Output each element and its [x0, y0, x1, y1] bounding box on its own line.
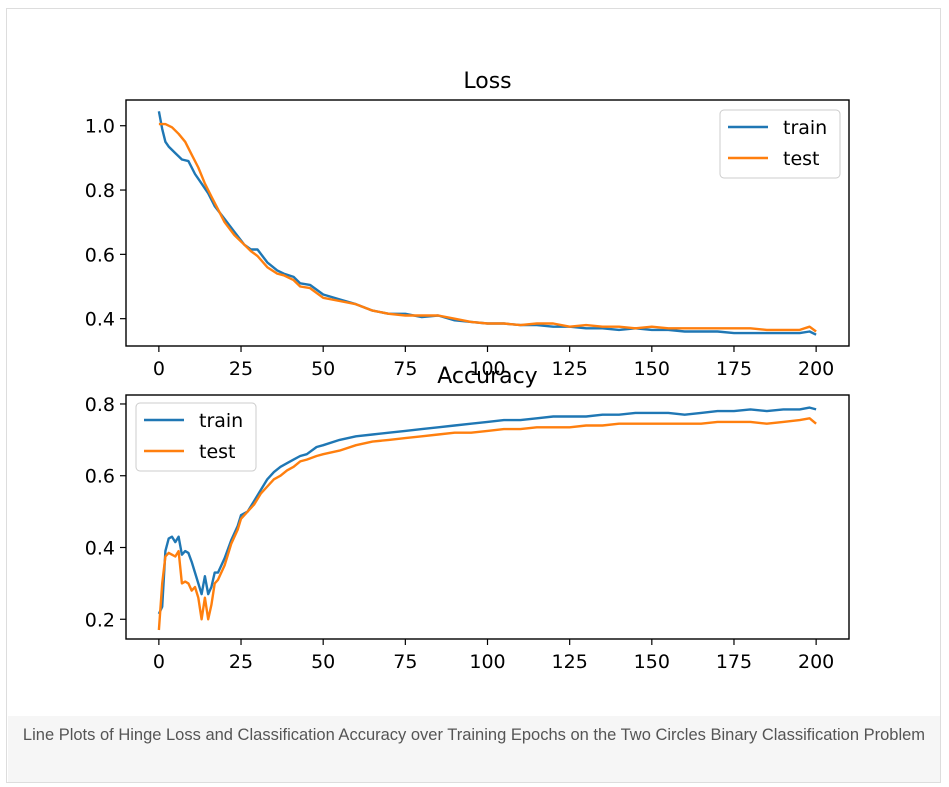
figure-svg: Loss 0 25 50 75 100 125 150 175 200 0.4 0.6 0.8 1.0 tr…	[85, 69, 850, 673]
loss-legend-label-test: test	[783, 148, 820, 170]
loss-chart-title: Loss	[463, 69, 511, 94]
loss-ytick-label: 0.8	[85, 180, 115, 202]
loss-ytick-label: 0.6	[85, 244, 115, 266]
accuracy-legend-label-test: test	[199, 441, 236, 463]
loss-xtick-label: 200	[798, 358, 834, 380]
accuracy-xtick-label: 0	[153, 651, 165, 673]
figure-caption: Line Plots of Hinge Loss and Classificat…	[8, 716, 940, 782]
accuracy-ytick-label: 0.8	[85, 394, 115, 416]
loss-series-train-line	[157, 111, 817, 336]
loss-xtick-label: 150	[634, 358, 670, 380]
loss-xtick-label: 25	[229, 358, 253, 380]
loss-xtick-label: 75	[393, 358, 417, 380]
accuracy-series-test-line	[157, 417, 817, 631]
accuracy-xtick-label: 200	[798, 651, 834, 673]
loss-ytick-label: 0.4	[85, 309, 115, 331]
loss-xtick-label: 125	[552, 358, 588, 380]
loss-xtick-label: 50	[311, 358, 335, 380]
accuracy-xtick-label: 150	[634, 651, 670, 673]
accuracy-series-train-line	[157, 406, 817, 615]
loss-xtick-label: 175	[716, 358, 752, 380]
loss-legend-label-train: train	[783, 117, 827, 139]
accuracy-xtick-label: 100	[469, 651, 505, 673]
accuracy-xtick-label: 25	[229, 651, 253, 673]
accuracy-xtick-label: 75	[393, 651, 417, 673]
accuracy-xtick-label: 50	[311, 651, 335, 673]
accuracy-xtick-label: 125	[552, 651, 588, 673]
accuracy-ytick-label: 0.4	[85, 538, 115, 560]
accuracy-legend-label-train: train	[199, 410, 243, 432]
loss-ytick-label: 1.0	[85, 116, 115, 138]
loss-series-test-line	[158, 122, 817, 333]
loss-xtick-label: 0	[153, 358, 165, 380]
accuracy-chart-title: Accuracy	[437, 364, 537, 389]
accuracy-ytick-label: 0.2	[85, 609, 115, 631]
loss-xtick-label: 100	[469, 358, 505, 380]
accuracy-ytick-label: 0.6	[85, 466, 115, 488]
accuracy-xtick-label: 175	[716, 651, 752, 673]
